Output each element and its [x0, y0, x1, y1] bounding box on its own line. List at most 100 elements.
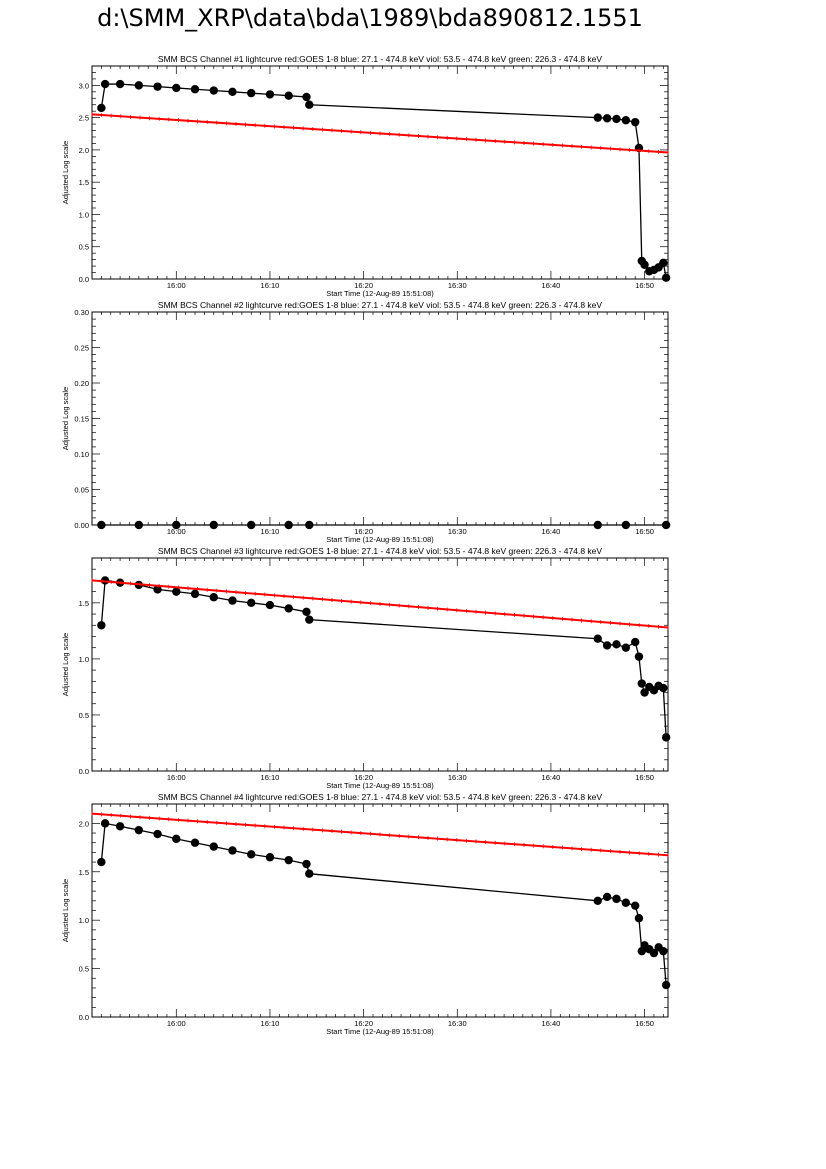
data-point [305, 615, 314, 624]
data-point [661, 980, 671, 990]
data-point [134, 520, 144, 530]
data-point [228, 596, 237, 605]
data-point [305, 869, 314, 878]
chart-panel-3: SMM BCS Channel #3 lightcurve red:GOES 1… [61, 546, 671, 790]
data-point [593, 896, 602, 906]
data-point [172, 83, 181, 93]
data-point [631, 637, 640, 647]
data-point [661, 733, 671, 742]
data-point [593, 520, 602, 530]
plot-frame [91, 65, 669, 280]
x-tick-label: 16:30 [448, 1019, 467, 1028]
data-point [612, 640, 621, 649]
x-tick-label: 16:30 [448, 281, 467, 290]
x-tick-label: 16:20 [354, 773, 373, 782]
x-tick-label: 16:40 [542, 527, 561, 536]
data-point [172, 834, 181, 844]
data-point [305, 520, 314, 530]
x-tick-label: 16:50 [635, 1019, 654, 1028]
data-point [602, 892, 612, 902]
data-point [153, 829, 162, 839]
data-point [265, 853, 275, 862]
data-point [97, 857, 106, 867]
data-point [284, 855, 293, 865]
y-tick-label: 1.0 [79, 916, 89, 925]
data-point [284, 604, 293, 613]
data-point [209, 86, 218, 95]
data-point [265, 600, 275, 610]
data-point [97, 520, 106, 530]
data-point [637, 679, 646, 688]
chart-panel-2: SMM BCS Channel #2 lightcurve red:GOES 1… [61, 300, 671, 544]
y-tick-label: 0.10 [74, 450, 89, 459]
data-point [602, 114, 612, 123]
data-point [100, 79, 110, 89]
data-point [640, 688, 649, 697]
y-tick-label: 0.0 [79, 1013, 89, 1022]
data-point [661, 520, 671, 530]
data-point [247, 520, 256, 530]
x-tick-label: 16:10 [261, 1019, 280, 1028]
data-point [209, 842, 218, 851]
data-point [621, 898, 631, 907]
data-point [284, 520, 293, 530]
y-tick-label: 0.05 [74, 486, 89, 495]
chart-title: SMM BCS Channel #4 lightcurve red:GOES 1… [158, 792, 602, 802]
data-point [621, 116, 631, 125]
x-tick-label: 16:30 [448, 527, 467, 536]
data-point [153, 82, 162, 91]
y-tick-label: 2.0 [79, 146, 89, 155]
data-point [621, 643, 631, 652]
y-tick-label: 1.5 [79, 599, 89, 608]
series-line-black [100, 83, 667, 278]
data-point [661, 273, 671, 282]
x-tick-label: 16:50 [635, 281, 654, 290]
y-tick-label: 0.0 [79, 275, 89, 284]
data-point [247, 88, 256, 98]
x-tick-label: 16:20 [354, 281, 373, 290]
x-axis-label: Start Time (12-Aug-89 15:51:08) [326, 781, 434, 790]
x-axis-label: Start Time (12-Aug-89 15:51:08) [326, 289, 434, 298]
y-axis-label: Adjusted Log scale [61, 633, 70, 696]
x-tick-label: 16:40 [542, 281, 561, 290]
data-point [190, 838, 200, 847]
data-point [115, 822, 125, 831]
data-point [115, 79, 125, 89]
x-tick-label: 16:20 [354, 527, 373, 536]
y-tick-label: 2.0 [79, 819, 89, 828]
x-tick-label: 16:40 [542, 1019, 561, 1028]
data-point [190, 589, 200, 599]
data-point [305, 100, 314, 109]
data-point [593, 634, 602, 643]
data-point [302, 859, 311, 869]
y-tick-label: 0.0 [79, 767, 89, 776]
y-tick-label: 3.0 [79, 81, 89, 90]
data-point [631, 901, 640, 910]
data-point [612, 114, 621, 124]
y-tick-label: 2.5 [79, 114, 89, 123]
y-tick-label: 0.20 [74, 379, 89, 388]
data-point [284, 91, 293, 100]
y-tick-label: 0.5 [79, 243, 89, 252]
x-tick-label: 16:40 [542, 773, 561, 782]
chart-title: SMM BCS Channel #1 lightcurve red:GOES 1… [158, 54, 602, 64]
y-axis-label: Adjusted Log scale [61, 879, 70, 942]
data-point [134, 825, 144, 835]
page-title: d:\SMM_XRP\data\bda\1989\bda890812.1551 [97, 4, 643, 32]
data-point [631, 117, 640, 127]
data-point [228, 846, 237, 855]
chart-title: SMM BCS Channel #2 lightcurve red:GOES 1… [158, 300, 602, 310]
data-point [247, 598, 256, 608]
x-tick-label: 16:20 [354, 1019, 373, 1028]
y-axis-label: Adjusted Log scale [61, 387, 70, 450]
data-point [209, 520, 218, 530]
y-tick-label: 1.0 [79, 655, 89, 664]
y-tick-label: 0.00 [74, 521, 89, 530]
data-point [209, 593, 218, 602]
data-point [649, 948, 659, 958]
x-tick-label: 16:10 [261, 773, 280, 782]
data-point [593, 113, 602, 122]
plot-frame [91, 311, 669, 526]
data-point [621, 520, 631, 530]
